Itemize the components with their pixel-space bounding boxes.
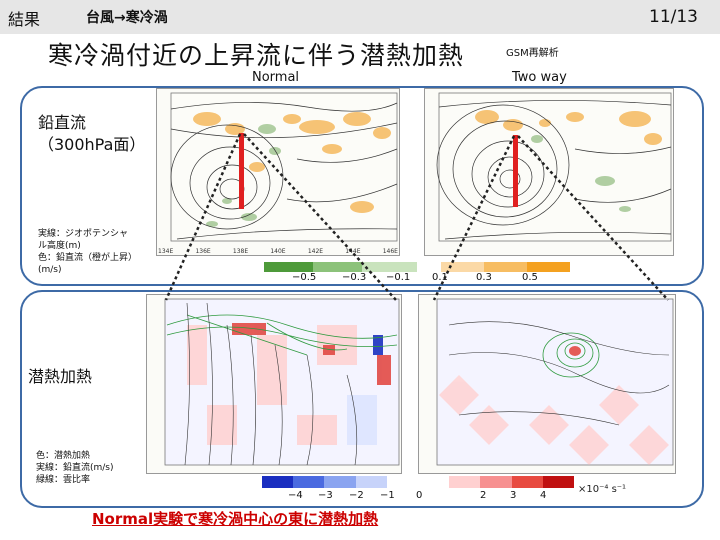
cbar-segment bbox=[355, 476, 387, 488]
lh-colorbar-tick: 3 bbox=[510, 490, 517, 501]
vv-legend-line: 色：鉛直流（橙が上昇） bbox=[38, 253, 138, 263]
header-section-label: 結果 bbox=[8, 10, 41, 29]
normal-cross-section-graphic bbox=[164, 298, 400, 466]
vertical-velocity-title-line2: （300hPa面） bbox=[38, 135, 146, 154]
vv-legend-line: (m/s) bbox=[38, 265, 62, 275]
lon-tick: 142E bbox=[307, 248, 324, 255]
cbar-segment bbox=[312, 262, 362, 272]
latent-heating-title: 潜熱加熱 bbox=[28, 367, 93, 386]
lh-legend-line: 緑線：雲比率 bbox=[36, 475, 91, 485]
two-way-300hpa-map bbox=[424, 88, 674, 256]
footer-conclusion: Normal実験で寒冷渦中心の東に潜熱加熱 bbox=[92, 510, 379, 528]
vertical-velocity-title-line1: 鉛直流 bbox=[38, 113, 87, 132]
lon-tick: 138E bbox=[232, 248, 249, 255]
source-label: GSM再解析 bbox=[506, 48, 559, 59]
vertical-velocity-legend: 実線：ジオポテンシャ ル高度(m) 色：鉛直流（橙が上昇） (m/s) bbox=[38, 228, 137, 276]
lh-colorbar-tick: −4 bbox=[288, 490, 303, 501]
lh-colorbar-tick: −1 bbox=[380, 490, 395, 501]
lon-tick: 146E bbox=[382, 248, 398, 255]
header-bar bbox=[0, 0, 720, 34]
normal-map-lon-ticks: 134E 136E 138E 140E 142E 144E 146E bbox=[158, 248, 398, 255]
cbar-segment bbox=[324, 476, 356, 488]
cbar-segment bbox=[484, 262, 528, 272]
column-label-normal: Normal bbox=[252, 70, 300, 85]
vertical-velocity-colorbar bbox=[264, 262, 570, 272]
vv-colorbar-tick: −0.5 bbox=[292, 272, 317, 283]
two-way-300hpa-map-graphic bbox=[436, 92, 672, 242]
two-way-cross-section-graphic bbox=[436, 298, 674, 466]
normal-300hpa-map bbox=[156, 88, 400, 256]
cbar-segment bbox=[480, 476, 512, 488]
cbar-segment bbox=[361, 262, 417, 272]
latent-heating-colorbar bbox=[262, 476, 574, 488]
vertical-velocity-title: 鉛直流 （300hPa面） bbox=[38, 112, 145, 156]
cbar-segment bbox=[416, 262, 442, 272]
lh-colorbar-tick: −2 bbox=[349, 490, 364, 501]
two-way-cross-section bbox=[418, 294, 676, 474]
cbar-segment bbox=[511, 476, 543, 488]
latent-heating-legend: 色：潜熱加熱 実線：鉛直流(m/s) 緑線：雲比率 bbox=[36, 450, 114, 486]
column-label-two-way: Two way bbox=[512, 70, 567, 85]
cbar-segment bbox=[527, 262, 570, 272]
header-topic: 台風→寒冷渦 bbox=[86, 10, 168, 26]
cbar-segment bbox=[293, 476, 325, 488]
lh-colorbar-tick: −3 bbox=[318, 490, 333, 501]
lh-legend-line: 色：潜熱加熱 bbox=[36, 451, 91, 461]
cbar-segment bbox=[542, 476, 574, 488]
vv-colorbar-tick: 0.3 bbox=[476, 272, 492, 283]
lh-colorbar-tick: 4 bbox=[540, 490, 547, 501]
lon-tick: 140E bbox=[270, 248, 286, 255]
cbar-segment bbox=[262, 476, 294, 488]
slide-title: 寒冷渦付近の上昇流に伴う潜熱加熱 bbox=[48, 41, 465, 70]
vv-colorbar-tick: 0.5 bbox=[522, 272, 538, 283]
cbar-segment bbox=[449, 476, 481, 488]
cbar-segment bbox=[386, 476, 450, 488]
lh-legend-line: 実線：鉛直流(m/s) bbox=[36, 463, 114, 473]
vv-colorbar-tick: −0.1 bbox=[386, 272, 411, 283]
lh-colorbar-tick: 2 bbox=[480, 490, 487, 501]
lh-colorbar-tick: 0 bbox=[416, 490, 423, 501]
cbar-segment bbox=[441, 262, 485, 272]
normal-300hpa-map-graphic bbox=[170, 92, 398, 242]
lon-tick: 134E bbox=[158, 248, 174, 255]
lon-tick: 144E bbox=[345, 248, 361, 255]
vv-colorbar-tick: 0.1 bbox=[432, 272, 448, 283]
vv-legend-line: ル高度(m) bbox=[38, 241, 81, 251]
page-number: 11/13 bbox=[649, 7, 698, 27]
vv-colorbar-tick: −0.3 bbox=[342, 272, 367, 283]
normal-cross-section bbox=[146, 294, 402, 474]
cbar-segment bbox=[264, 262, 313, 272]
lon-tick: 136E bbox=[195, 248, 211, 255]
vv-legend-line: 実線：ジオポテンシャ bbox=[38, 229, 129, 239]
lh-colorbar-unit: ×10⁻⁴ s⁻¹ bbox=[578, 484, 627, 495]
